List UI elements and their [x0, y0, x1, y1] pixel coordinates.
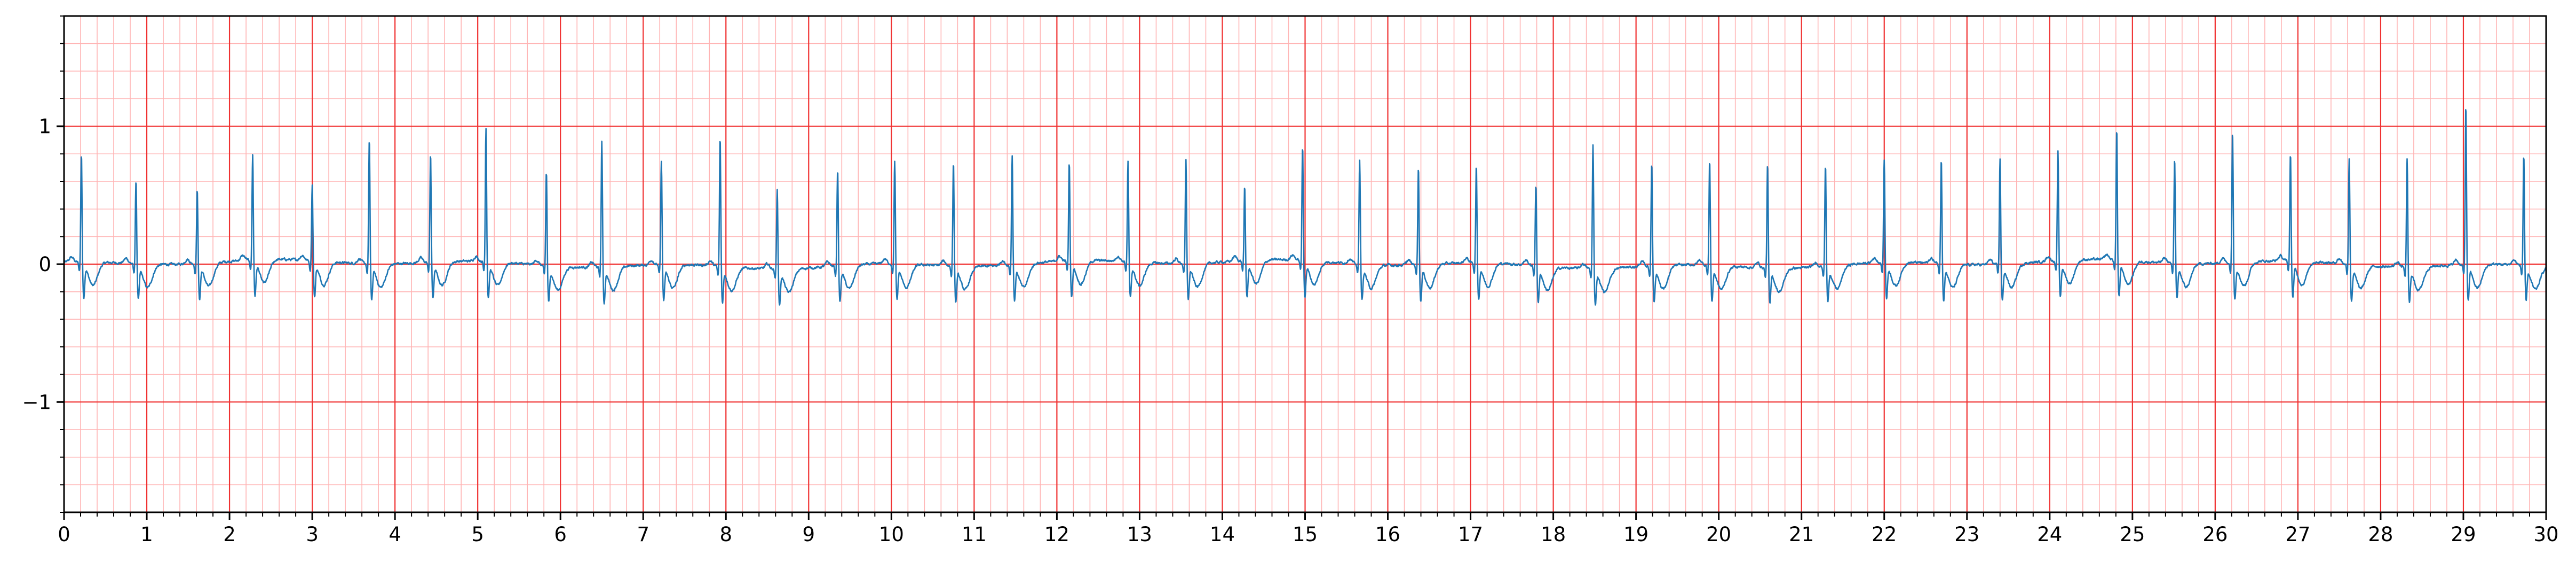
ecg-trace-layer [63, 109, 2547, 306]
x-tick-label: 22 [1872, 523, 1897, 546]
x-axis: 0 1 2 3 4 5 6 7 8 9 10 11 12 13 14 15 16 17 18 19 20 21 22 23 24… [58, 512, 2559, 546]
x-tick-label: 4 [389, 523, 401, 546]
y-axis: −1 0 1 [22, 15, 64, 513]
x-tick-label: 20 [1706, 523, 1731, 546]
x-tick-label: 21 [1789, 523, 1814, 546]
x-tick-label: 23 [1954, 523, 1979, 546]
x-tick-label: 7 [637, 523, 649, 546]
x-tick-label: 17 [1458, 523, 1483, 546]
x-tick-label: 1 [140, 523, 153, 546]
y-tick-label: 0 [38, 253, 51, 276]
x-tick-label: 10 [879, 523, 904, 546]
x-tick-label: 24 [2037, 523, 2062, 546]
x-tick-label: 29 [2451, 523, 2476, 546]
x-tick-label: 27 [2285, 523, 2310, 546]
x-tick-label: 9 [803, 523, 815, 546]
x-tick-label: 30 [2533, 523, 2558, 546]
x-tick-label: 16 [1375, 523, 1400, 546]
ecg-trace-line [63, 109, 2547, 306]
x-tick-label: 8 [719, 523, 732, 546]
x-tick-label: 0 [58, 523, 70, 546]
y-tick-label: 1 [38, 115, 51, 138]
x-tick-label: 5 [471, 523, 484, 546]
x-tick-label: 3 [306, 523, 319, 546]
x-tick-label: 15 [1293, 523, 1318, 546]
x-tick-label: 18 [1541, 523, 1566, 546]
x-tick-label: 25 [2120, 523, 2145, 546]
x-tick-label: 12 [1044, 523, 1069, 546]
x-tick-label: 11 [962, 523, 987, 546]
x-tick-label: 6 [554, 523, 567, 546]
y-tick-label: −1 [22, 391, 51, 414]
x-tick-label: 13 [1127, 523, 1152, 546]
x-tick-label: 26 [2202, 523, 2228, 546]
x-tick-label: 19 [1623, 523, 1648, 546]
x-tick-label: 14 [1210, 523, 1235, 546]
x-tick-label: 2 [223, 523, 236, 546]
x-tick-label: 28 [2368, 523, 2393, 546]
